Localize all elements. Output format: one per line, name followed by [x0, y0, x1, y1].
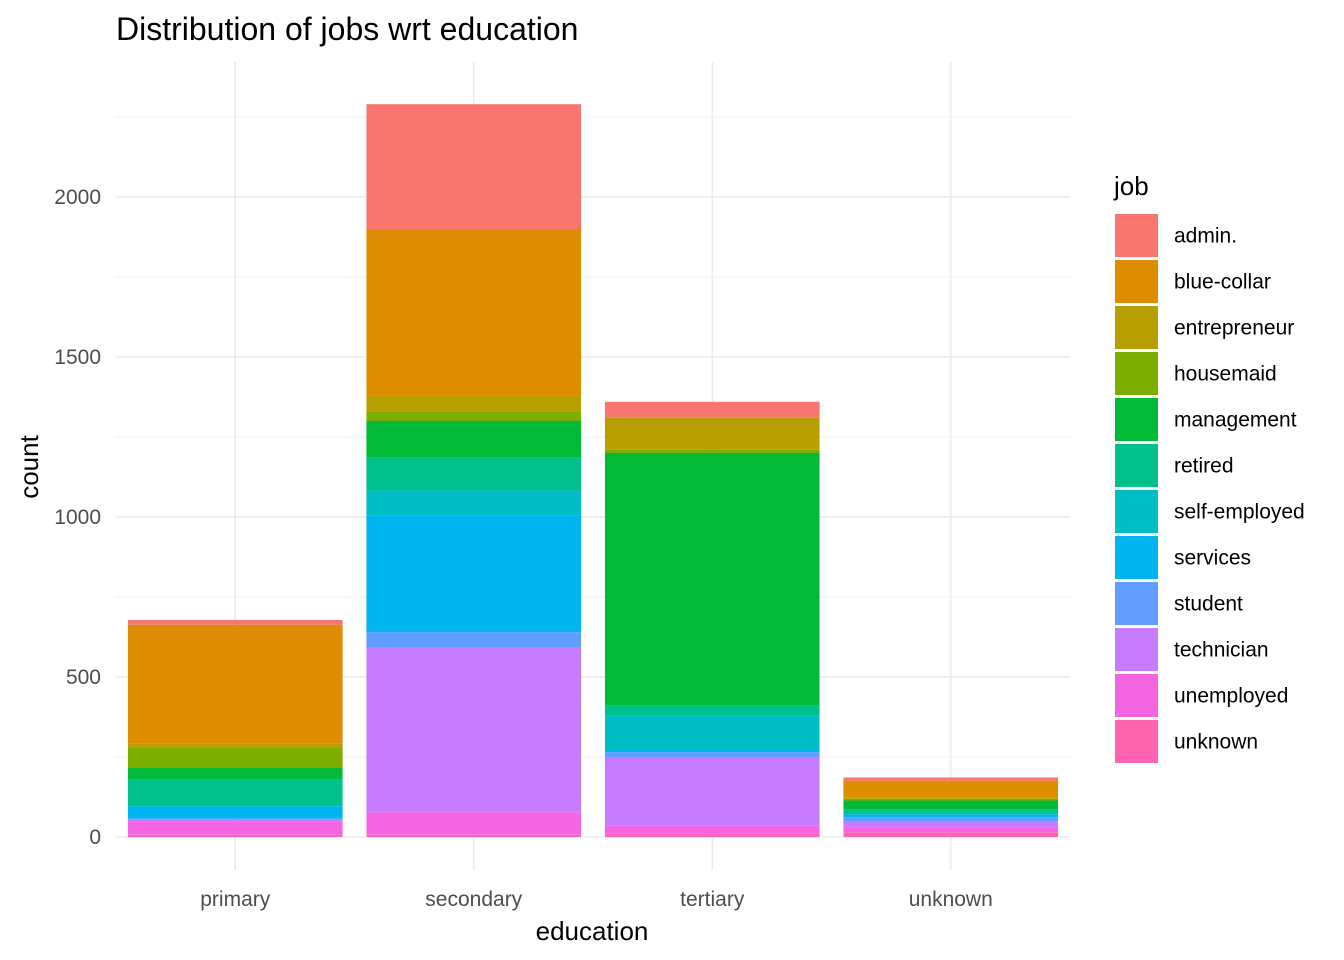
bar-segment-technician	[366, 647, 582, 813]
bar-stack-secondary	[366, 104, 582, 837]
y-tick-label: 1500	[54, 346, 101, 369]
legend-key	[1115, 674, 1158, 717]
bar-segment-housemaid	[604, 449, 820, 453]
legend-key	[1115, 306, 1158, 349]
bar-segment-admin	[843, 777, 1059, 781]
legend-key	[1115, 490, 1158, 533]
legend-key	[1115, 582, 1158, 625]
legend-key	[1115, 444, 1158, 487]
legend-label: services	[1174, 547, 1251, 570]
bar-segment-unemployed	[366, 812, 582, 835]
bar-segment-student	[843, 817, 1059, 821]
bar-segment-housemaid	[843, 798, 1059, 801]
bar-segment-unknown	[604, 833, 820, 837]
legend-label: self-employed	[1174, 501, 1305, 524]
bar-segment-unknown	[843, 832, 1059, 837]
y-tick-label: 500	[66, 666, 101, 689]
bar-segment-student	[366, 632, 582, 648]
x-axis-ticks: primary secondary tertiary unknown	[200, 888, 993, 911]
bar-segment-retired	[843, 809, 1059, 813]
legend-label: student	[1174, 593, 1243, 616]
bar-segment-services	[366, 515, 582, 633]
legend-label: housemaid	[1174, 363, 1277, 386]
bar-segment-unemployed	[843, 827, 1059, 833]
legend-label: management	[1174, 409, 1297, 432]
bar-segment-management	[127, 767, 343, 780]
legend-label: entrepreneur	[1174, 317, 1294, 340]
bar-segment-unknown	[366, 834, 582, 837]
bar-segment-self-employed	[127, 805, 343, 807]
legend-key	[1115, 214, 1158, 257]
bar-segment-unemployed	[127, 821, 343, 835]
bar-segment-admin	[366, 104, 582, 229]
x-axis-title: education	[536, 916, 649, 946]
legend: job admin. blue-collar entrepreneur housema…	[1113, 171, 1305, 763]
y-tick-label: 0	[89, 826, 101, 849]
legend-label: unemployed	[1174, 685, 1288, 708]
legend-key	[1115, 628, 1158, 671]
legend-label: blue-collar	[1174, 271, 1271, 294]
bar-segment-retired	[127, 779, 343, 805]
bar-segment-housemaid	[127, 748, 343, 768]
x-tick-label: primary	[200, 888, 271, 911]
bar-segment-entrepreneur	[366, 395, 582, 412]
bar-segment-unknown	[127, 834, 343, 837]
bar-segment-technician	[843, 821, 1059, 828]
bar-segment-entrepreneur	[604, 417, 820, 450]
bar-segment-self-employed	[366, 490, 582, 516]
bar-segment-unemployed	[604, 825, 820, 834]
x-tick-label: secondary	[425, 888, 522, 911]
legend-key	[1115, 398, 1158, 441]
legend-label: unknown	[1174, 731, 1258, 754]
bar-segment-blue-collar	[127, 624, 343, 744]
bar-segment-housemaid	[366, 411, 582, 421]
legend-key	[1115, 720, 1158, 763]
legend-key	[1115, 260, 1158, 303]
bar-segment-entrepreneur	[843, 797, 1059, 799]
bar-segment-admin	[604, 401, 820, 418]
x-tick-label: unknown	[909, 888, 993, 911]
bars	[127, 104, 1059, 837]
bar-segment-retired	[366, 457, 582, 491]
legend-label: technician	[1174, 639, 1269, 662]
bar-segment-technician	[604, 757, 820, 826]
chart-title: Distribution of jobs wrt education	[116, 11, 578, 47]
bar-segment-admin	[127, 620, 343, 625]
bar-segment-services	[604, 749, 820, 753]
y-tick-label: 1000	[54, 506, 101, 529]
bar-segment-self-employed	[843, 813, 1059, 815]
bar-stack-tertiary	[604, 401, 820, 837]
y-tick-label: 2000	[54, 186, 101, 209]
bar-segment-retired	[604, 705, 820, 716]
legend-key	[1115, 536, 1158, 579]
bar-stack-unknown	[843, 777, 1059, 837]
bar-segment-self-employed	[604, 715, 820, 749]
legend-key	[1115, 352, 1158, 395]
y-axis-title: count	[14, 434, 44, 498]
bar-segment-blue-collar	[366, 229, 582, 396]
bar-stack-primary	[127, 620, 343, 837]
bar-segment-services	[127, 806, 343, 819]
bar-segment-student	[604, 752, 820, 757]
legend-label: admin.	[1174, 225, 1237, 248]
bar-segment-management	[843, 800, 1059, 810]
bar-segment-entrepreneur	[127, 743, 343, 749]
bar-segment-technician	[127, 818, 343, 822]
bar-segment-management	[604, 453, 820, 706]
bar-segment-blue-collar	[843, 780, 1059, 798]
bar-segment-services	[843, 814, 1059, 818]
legend-label: retired	[1174, 455, 1234, 478]
legend-title: job	[1113, 171, 1149, 201]
bar-segment-management	[366, 421, 582, 458]
x-tick-label: tertiary	[680, 888, 745, 911]
y-axis-ticks: 0 500 1000 1500 2000	[54, 186, 101, 849]
